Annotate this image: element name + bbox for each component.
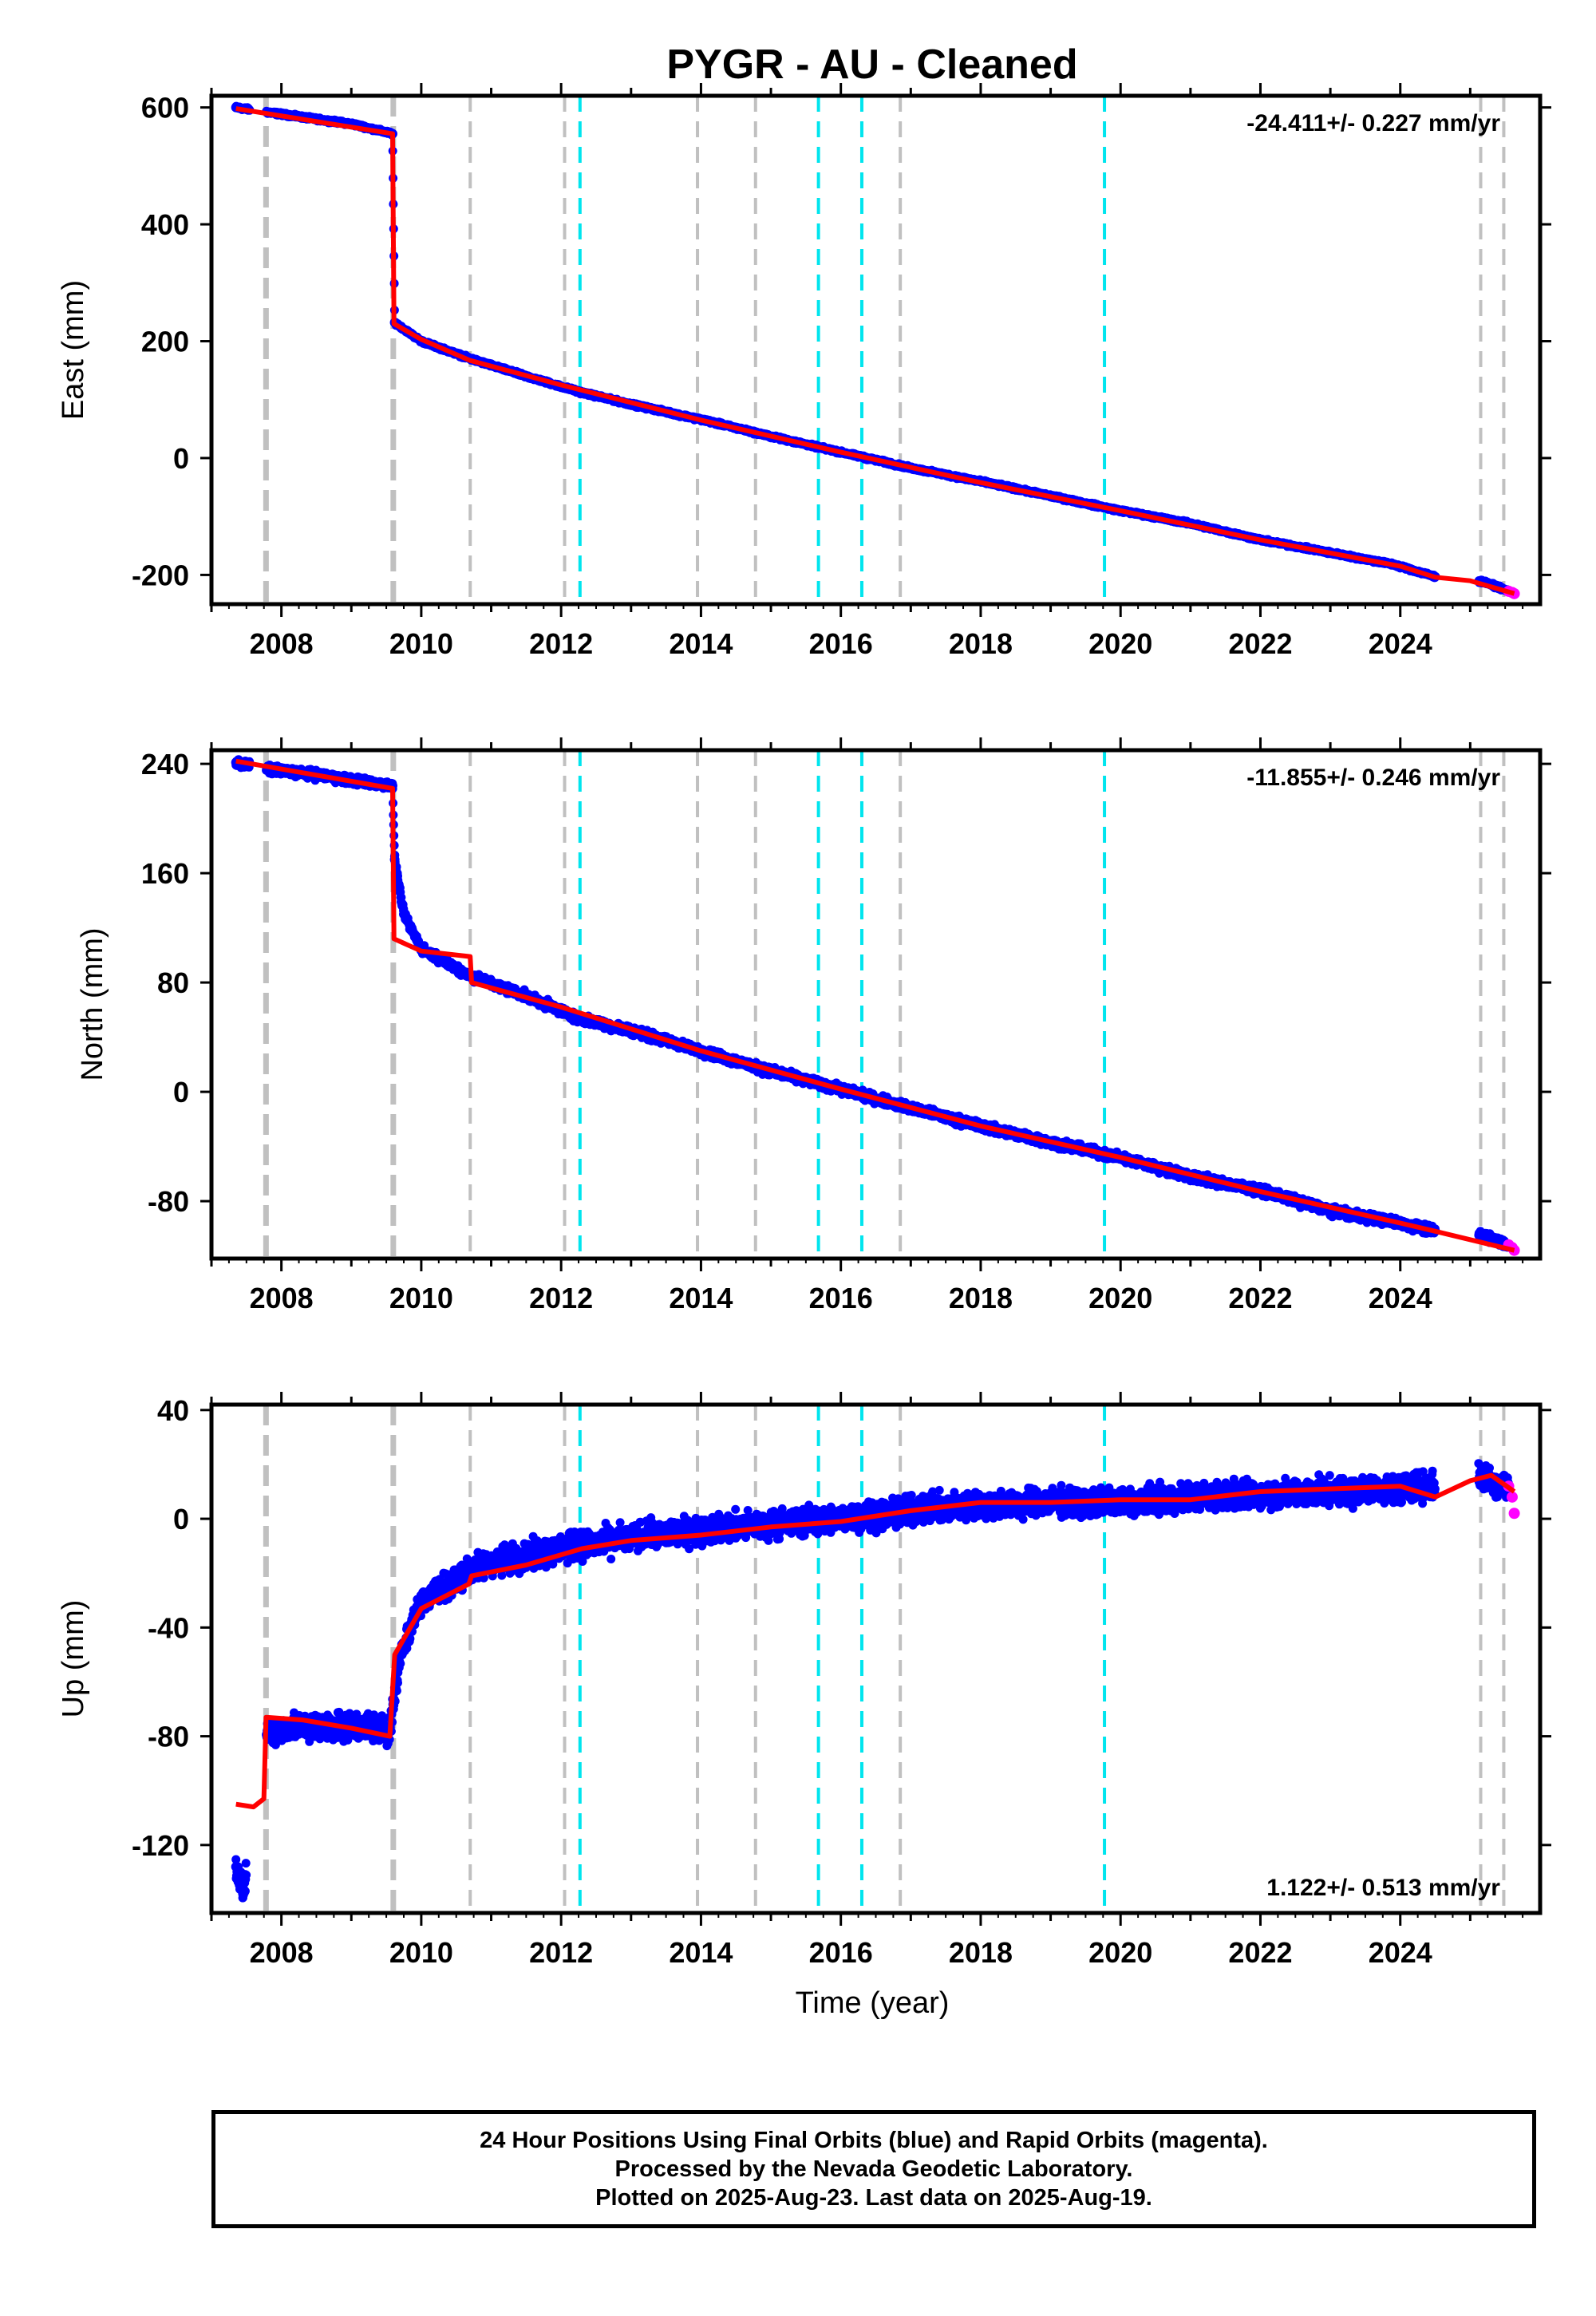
x-tick-label: 2012: [529, 627, 593, 660]
final-orbit-points: [231, 755, 1514, 1252]
panels: 600 400 200 0 -200 2008 2010 2012 2014 2016 2018 20…: [57, 83, 1551, 1969]
final-orbit-points: [231, 101, 1514, 597]
y-axis-label: East (mm): [57, 280, 90, 420]
x-tick-label: 2018: [949, 627, 1013, 660]
chart-title: PYGR - AU - Cleaned: [666, 41, 1077, 88]
x-tick-label: 2010: [389, 627, 453, 660]
y-tick-label: 200: [141, 326, 189, 358]
y-tick-label: 600: [141, 92, 189, 124]
model-line: [235, 106, 1515, 596]
y-tick-label: 0: [173, 442, 189, 475]
y-tick-label: 400: [141, 208, 189, 241]
x-tick-label: 2016: [809, 627, 873, 660]
plot-area: [231, 750, 1520, 1259]
x-tick-label: 2020: [1088, 627, 1152, 660]
x-tick-label: 2024: [1369, 627, 1432, 660]
plot-area: [231, 96, 1520, 604]
rate-label: -24.411+/- 0.227 mm/yr: [1246, 110, 1500, 136]
panel-east: 600 400 200 0 -200 2008 2010 2012 2014 2016 2018 20…: [57, 83, 1551, 660]
y-tick-label: -200: [132, 559, 189, 591]
x-tick-label: 2022: [1228, 627, 1292, 660]
x-tick-label: 2014: [669, 627, 733, 660]
x-tick-label: 2008: [250, 627, 314, 660]
panel-frame: [209, 93, 1543, 607]
